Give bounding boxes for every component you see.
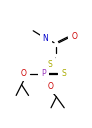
Text: O: O — [48, 82, 54, 91]
Text: P: P — [41, 69, 46, 78]
Text: N: N — [43, 34, 48, 43]
Text: S: S — [47, 60, 52, 69]
Text: S: S — [61, 69, 66, 78]
Text: H: H — [43, 31, 48, 36]
Text: O: O — [71, 32, 77, 41]
Text: O: O — [20, 69, 26, 78]
